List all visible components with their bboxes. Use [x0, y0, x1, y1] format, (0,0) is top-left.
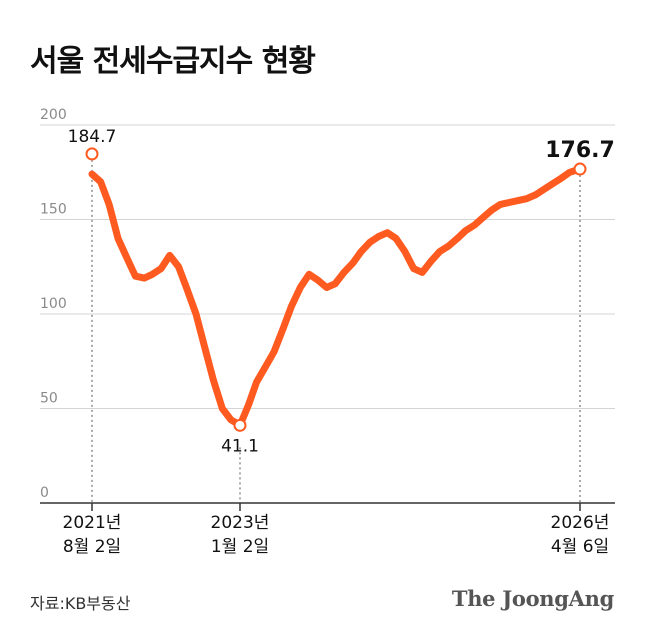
- x-axis: [40, 502, 615, 511]
- chart-title: 서울 전세수급지수 현황: [30, 44, 316, 79]
- x-tick-label: 2021년: [63, 513, 122, 533]
- x-axis-tick-labels: 2021년 8월 2일 2023년 1월 2일 2026년 4월 6일: [63, 513, 610, 557]
- annotation-marker: [85, 147, 99, 161]
- annotation-label: 41.1: [221, 436, 259, 456]
- y-tick-label: 0: [40, 485, 49, 501]
- source-note: 자료:KB부동산: [30, 594, 131, 613]
- annotation-label: 184.7: [68, 127, 117, 147]
- annotation-label: 176.7: [545, 138, 615, 163]
- y-tick-label: 50: [40, 391, 58, 407]
- y-tick-label: 100: [40, 296, 67, 312]
- annotation-marker: [573, 162, 587, 176]
- x-tick-label: 4월 6일: [551, 537, 609, 557]
- x-tick-label: 8월 2일: [63, 537, 121, 557]
- annotation-markers: 184.7 41.1 176.7: [68, 127, 615, 456]
- guide-lines: [91, 159, 581, 503]
- gridlines: [40, 124, 615, 409]
- x-tick-label: 2026년: [551, 513, 610, 533]
- y-axis-ticks: 0 50 100 150 200: [40, 107, 67, 501]
- y-tick-label: 150: [40, 202, 67, 218]
- y-tick-label: 200: [40, 107, 67, 123]
- brand-logo: The JoongAng: [451, 586, 614, 611]
- x-tick-label: 2023년: [211, 513, 270, 533]
- x-tick-label: 1월 2일: [211, 537, 269, 557]
- annotation-marker: [233, 418, 247, 432]
- series-line: [88, 165, 584, 429]
